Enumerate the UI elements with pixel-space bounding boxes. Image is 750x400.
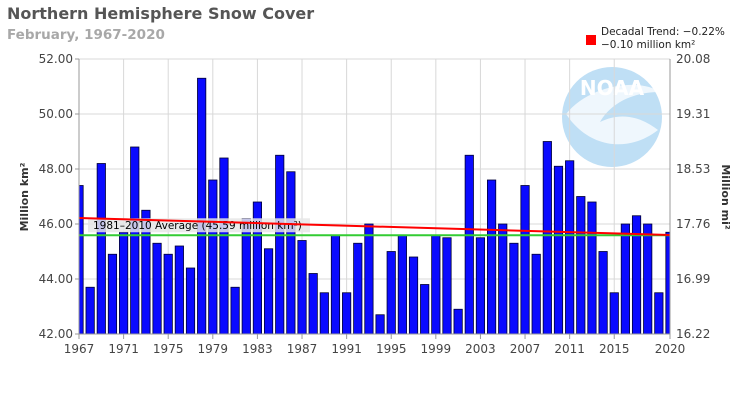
- trend-line: [78, 216, 671, 236]
- bar: [163, 253, 173, 335]
- x-tick-label: 1987: [287, 342, 318, 356]
- bar: [609, 292, 619, 335]
- average-label-bg: [88, 218, 310, 233]
- bar: [308, 273, 318, 335]
- bars: [78, 77, 671, 335]
- bar: [386, 251, 396, 335]
- bar: [185, 267, 196, 335]
- x-tick-label: 1999: [421, 342, 452, 356]
- y-tick-label: 50.00: [39, 107, 73, 121]
- legend-swatch: [586, 35, 596, 45]
- bar: [275, 154, 285, 335]
- bar: [330, 234, 341, 335]
- x-tick-label: 2007: [510, 342, 541, 356]
- noaa-logo: NOAA: [562, 67, 662, 167]
- y-tick-label: 44.00: [39, 272, 73, 286]
- bar: [620, 223, 630, 335]
- x-tick-label: 2015: [599, 342, 630, 356]
- bar: [498, 223, 508, 335]
- y-tick-label: 42.00: [39, 327, 73, 341]
- x-tick-label: 2011: [554, 342, 585, 356]
- bar: [598, 251, 608, 335]
- y2-tick-label: 18.53: [676, 162, 710, 176]
- reference-lines: 1981–2010 Average (45.59 million km²): [78, 216, 671, 237]
- y-tick-label: 46.00: [39, 217, 73, 231]
- chart-subtitle: February, 1967-2020: [7, 27, 165, 43]
- bar: [408, 256, 419, 335]
- bar: [542, 141, 552, 335]
- bar: [208, 179, 218, 335]
- bar: [397, 234, 407, 335]
- x-tick-label: 2003: [465, 342, 496, 356]
- bar: [453, 308, 463, 335]
- y2-tick-label: 16.22: [676, 327, 710, 341]
- bar: [78, 185, 84, 335]
- bar: [130, 146, 140, 335]
- bar: [342, 292, 352, 335]
- bar: [364, 223, 374, 335]
- y-tick-label: 48.00: [39, 162, 73, 176]
- bar: [174, 245, 184, 335]
- bar: [230, 286, 240, 335]
- y2-tick-label: 19.31: [676, 107, 710, 121]
- x-tick-label: 1975: [153, 342, 184, 356]
- bar: [643, 223, 653, 335]
- bar: [375, 314, 385, 335]
- bar: [475, 237, 486, 335]
- y2-tick-label: 17.76: [676, 217, 710, 231]
- bar: [107, 253, 118, 335]
- bar: [286, 171, 296, 335]
- bar: [263, 248, 274, 335]
- x-tick-label: 2020: [655, 342, 686, 356]
- legend-label: Decadal Trend: −0.22% −0.10 million km²: [601, 26, 725, 51]
- bar: [319, 292, 329, 335]
- x-tick-label: 1983: [242, 342, 273, 356]
- x-tick-label: 1971: [108, 342, 139, 356]
- y2-axis-label: Million mi²: [719, 164, 732, 229]
- bar: [531, 253, 541, 335]
- noaa-logo-text: NOAA: [580, 76, 645, 100]
- bar: [96, 163, 106, 335]
- bar: [565, 160, 575, 335]
- x-tick-label: 1979: [198, 342, 229, 356]
- bar: [442, 237, 452, 335]
- bar: [219, 157, 229, 335]
- y-tick-label: 52.00: [39, 52, 73, 66]
- bar: [665, 231, 671, 335]
- bar: [431, 234, 441, 335]
- bar: [85, 286, 95, 335]
- bar: [654, 292, 664, 335]
- y-axis-label: Million km²: [18, 162, 31, 231]
- x-tick-label: 1991: [331, 342, 362, 356]
- bar: [576, 196, 586, 335]
- bar: [520, 185, 530, 335]
- y2-tick-label: 20.08: [676, 52, 710, 66]
- bar: [587, 201, 597, 335]
- bar: [464, 154, 474, 335]
- axes: 52.00 50.00 48.00 46.00 44.00 42.00 20.08 19.31…: [39, 52, 711, 356]
- bar: [119, 231, 129, 335]
- bar: [553, 165, 564, 335]
- chart-title: Northern Hemisphere Snow Cover: [7, 4, 315, 23]
- x-tick-label: 1967: [64, 342, 95, 356]
- bar: [509, 242, 519, 335]
- bar: [152, 242, 162, 335]
- y2-tick-label: 16.99: [676, 272, 710, 286]
- bar: [297, 240, 307, 335]
- bar: [420, 284, 430, 335]
- bar: [353, 242, 363, 335]
- bar: [197, 77, 207, 335]
- bar: [487, 179, 497, 335]
- noaa-logo-bird: [566, 84, 660, 145]
- x-tick-label: 1995: [376, 342, 407, 356]
